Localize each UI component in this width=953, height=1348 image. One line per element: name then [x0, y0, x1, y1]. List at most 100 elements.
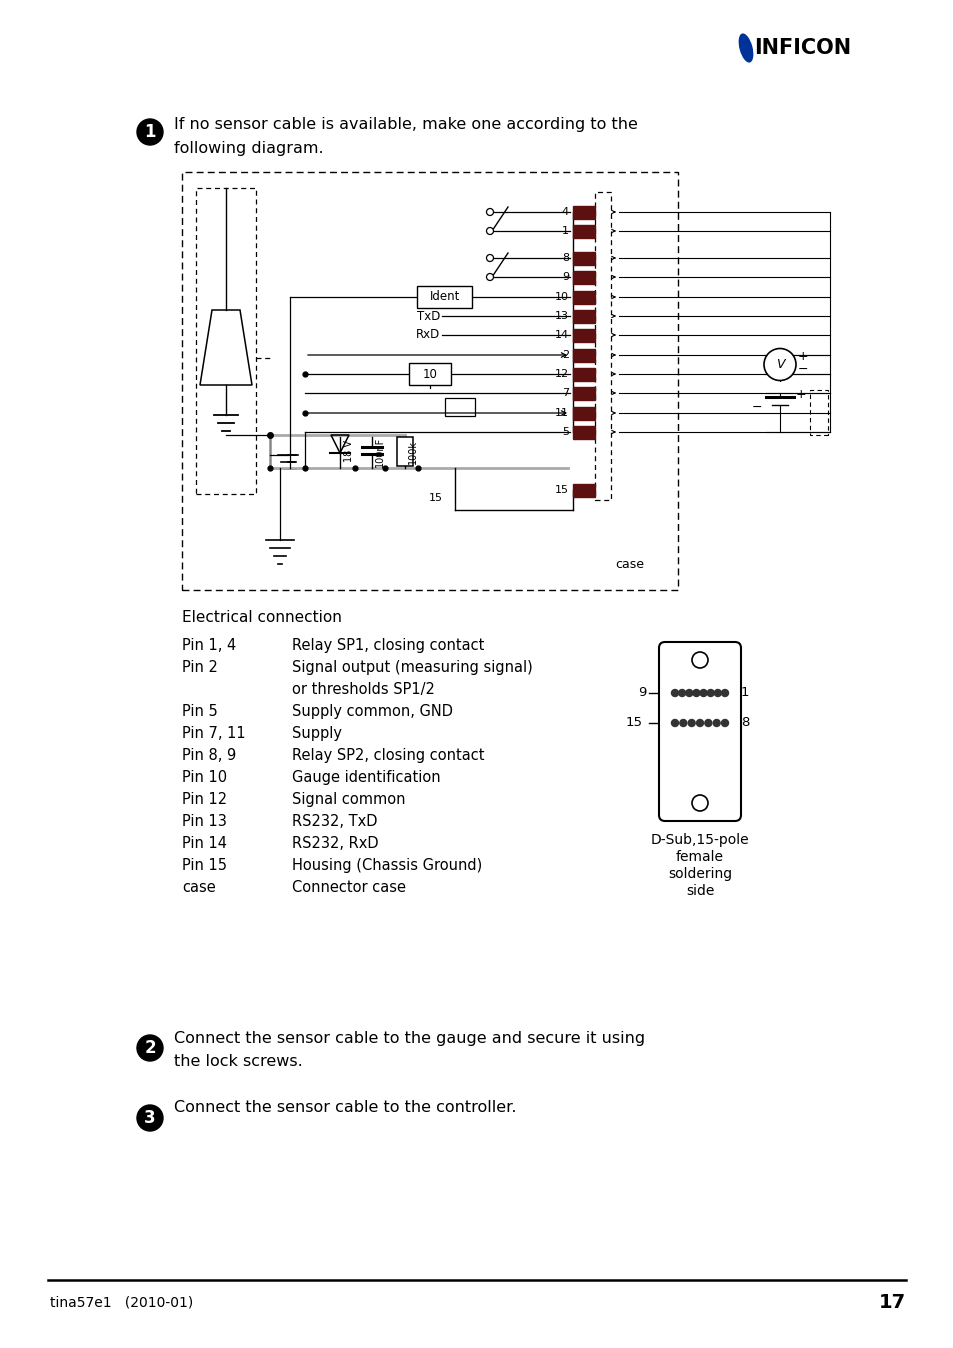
Text: 11: 11 — [555, 408, 568, 418]
Bar — [573, 349, 595, 361]
Text: following diagram.: following diagram. — [173, 140, 323, 155]
Text: 8: 8 — [740, 717, 749, 729]
Circle shape — [700, 689, 706, 697]
Text: RxD: RxD — [416, 329, 439, 341]
Text: 9: 9 — [638, 686, 646, 700]
Circle shape — [763, 349, 795, 380]
Circle shape — [685, 689, 692, 697]
Bar — [573, 271, 595, 283]
Circle shape — [691, 652, 707, 669]
Ellipse shape — [738, 34, 753, 62]
Text: Ident: Ident — [430, 291, 459, 303]
Text: −: − — [751, 400, 761, 414]
Circle shape — [137, 1035, 163, 1061]
Text: Pin 7, 11: Pin 7, 11 — [182, 727, 245, 741]
Text: Signal common: Signal common — [292, 793, 405, 807]
Text: 1: 1 — [144, 123, 155, 142]
Circle shape — [486, 274, 493, 280]
Text: 7: 7 — [561, 388, 568, 398]
Text: side: side — [685, 884, 714, 898]
Bar — [396, 437, 413, 466]
Circle shape — [713, 720, 720, 727]
Text: +: + — [797, 350, 808, 363]
Text: If no sensor cable is available, make one according to the: If no sensor cable is available, make on… — [173, 116, 638, 132]
Text: 2: 2 — [561, 350, 568, 360]
FancyBboxPatch shape — [659, 642, 740, 821]
Text: 5: 5 — [561, 427, 568, 437]
Circle shape — [696, 720, 702, 727]
Text: 13: 13 — [555, 311, 568, 321]
Circle shape — [706, 689, 714, 697]
Text: Pin 14: Pin 14 — [182, 836, 227, 851]
Bar — [573, 329, 595, 341]
Circle shape — [679, 720, 686, 727]
Bar — [417, 286, 472, 307]
Text: 10: 10 — [555, 293, 568, 302]
Text: Electrical connection: Electrical connection — [182, 611, 341, 625]
Text: 100nF: 100nF — [375, 437, 385, 466]
Bar — [573, 205, 595, 218]
Text: Relay SP2, closing contact: Relay SP2, closing contact — [292, 748, 484, 763]
Text: Signal output (measuring signal): Signal output (measuring signal) — [292, 661, 532, 675]
Circle shape — [720, 689, 728, 697]
Bar — [573, 252, 595, 264]
Circle shape — [714, 689, 720, 697]
Circle shape — [486, 228, 493, 235]
Circle shape — [671, 720, 678, 727]
Text: Gauge identification: Gauge identification — [292, 770, 440, 785]
Text: RS232, TxD: RS232, TxD — [292, 814, 377, 829]
Text: Housing (Chassis Ground): Housing (Chassis Ground) — [292, 857, 482, 874]
Circle shape — [720, 720, 728, 727]
Bar — [573, 426, 595, 438]
Bar — [809, 390, 827, 435]
Text: soldering: soldering — [667, 867, 731, 882]
Text: 9: 9 — [561, 272, 568, 282]
Text: 15: 15 — [555, 485, 568, 495]
Text: Relay SP1, closing contact: Relay SP1, closing contact — [292, 638, 484, 652]
Bar — [573, 407, 595, 419]
Bar — [573, 310, 595, 322]
Text: 10: 10 — [422, 368, 437, 380]
Circle shape — [687, 720, 695, 727]
Text: Supply common, GND: Supply common, GND — [292, 704, 453, 718]
Text: Pin 15: Pin 15 — [182, 857, 227, 874]
Text: tina57e1   (2010-01): tina57e1 (2010-01) — [50, 1295, 193, 1309]
Bar — [409, 363, 451, 386]
Text: 18 V: 18 V — [344, 441, 354, 462]
Text: INFICON: INFICON — [753, 38, 850, 58]
Text: 1: 1 — [740, 686, 749, 700]
Circle shape — [486, 209, 493, 216]
Text: female: female — [676, 851, 723, 864]
Text: 4: 4 — [561, 208, 568, 217]
Text: Connect the sensor cable to the controller.: Connect the sensor cable to the controll… — [173, 1100, 516, 1116]
Text: 12: 12 — [555, 369, 568, 379]
Text: Pin 13: Pin 13 — [182, 814, 227, 829]
Text: Pin 1, 4: Pin 1, 4 — [182, 638, 236, 652]
Circle shape — [671, 689, 678, 697]
Bar — [573, 291, 595, 303]
Text: Pin 8, 9: Pin 8, 9 — [182, 748, 236, 763]
Text: TxD: TxD — [416, 310, 439, 322]
Text: 17: 17 — [878, 1293, 905, 1312]
Bar — [573, 484, 595, 496]
Text: 15: 15 — [625, 717, 642, 729]
Text: case: case — [615, 558, 643, 572]
Text: 3: 3 — [144, 1109, 155, 1127]
Text: Pin 2: Pin 2 — [182, 661, 217, 675]
Text: Pin 10: Pin 10 — [182, 770, 227, 785]
Circle shape — [137, 119, 163, 146]
Text: Pin 12: Pin 12 — [182, 793, 227, 807]
Text: or thresholds SP1/2: or thresholds SP1/2 — [292, 682, 435, 697]
Text: Connect the sensor cable to the gauge and secure it using: Connect the sensor cable to the gauge an… — [173, 1030, 644, 1046]
Text: −: − — [797, 363, 807, 376]
Bar — [595, 191, 610, 500]
Circle shape — [704, 720, 711, 727]
Text: Connector case: Connector case — [292, 880, 406, 895]
Text: +: + — [795, 387, 806, 400]
Bar — [444, 398, 475, 417]
Text: 15: 15 — [429, 493, 442, 503]
Bar — [573, 225, 595, 237]
Text: 2: 2 — [144, 1039, 155, 1057]
Text: 14: 14 — [555, 330, 568, 340]
Text: the lock screws.: the lock screws. — [173, 1054, 302, 1069]
